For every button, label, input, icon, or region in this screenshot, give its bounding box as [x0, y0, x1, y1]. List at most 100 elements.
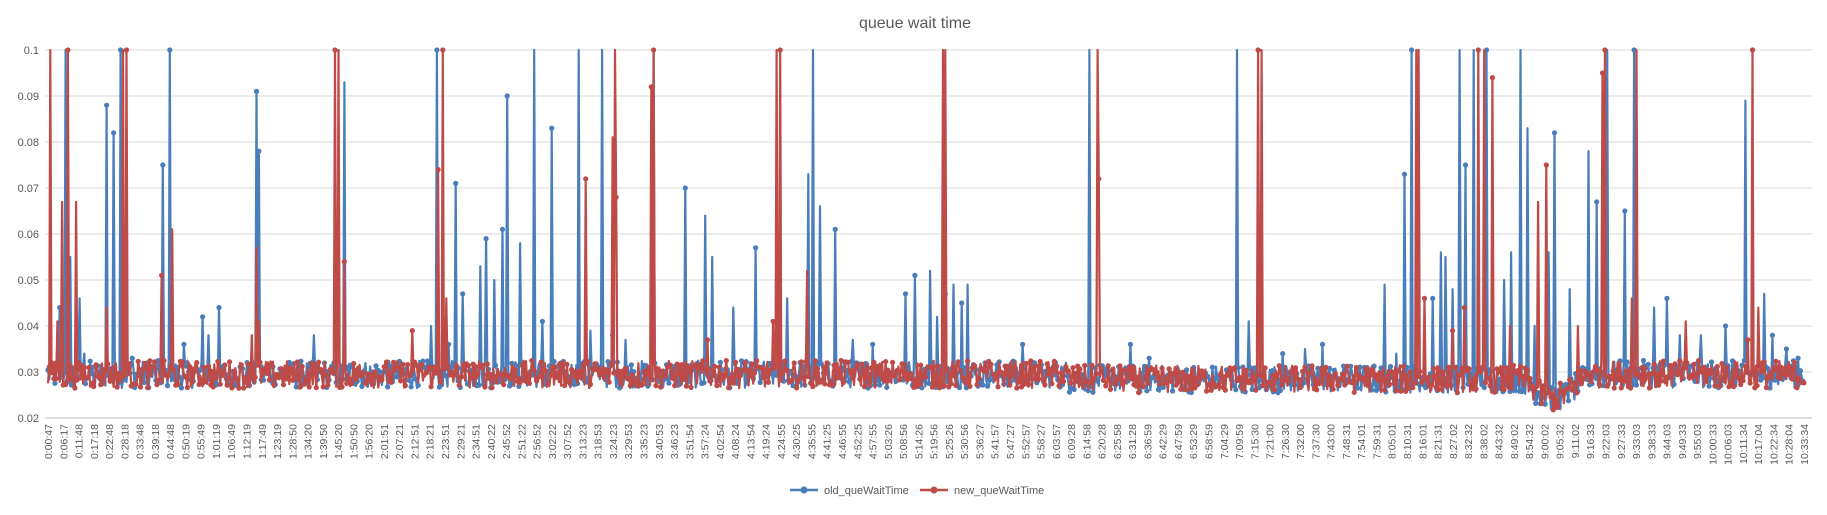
chart-title: queue wait time: [859, 15, 971, 32]
data-point: [1628, 385, 1634, 391]
data-point: [1785, 364, 1791, 370]
x-tick-label: 9:05:32: [1555, 424, 1567, 459]
data-point: [538, 359, 544, 365]
data-point: [304, 377, 310, 383]
data-point: [976, 375, 982, 382]
data-point: [1271, 387, 1278, 393]
data-point: [1630, 365, 1636, 371]
data-point: [1555, 404, 1561, 410]
data-point: [1016, 378, 1022, 385]
data-point: [1344, 363, 1350, 369]
data-point: [955, 359, 961, 365]
data-point: [391, 359, 397, 365]
data-point: [1007, 382, 1013, 388]
data-point: [791, 360, 797, 366]
data-point: [1410, 385, 1416, 391]
data-point: [241, 385, 247, 391]
data-point: [704, 337, 711, 343]
data-point: [1253, 387, 1259, 393]
data-point: [959, 300, 965, 306]
data-point: [181, 341, 187, 347]
x-tick-label: 1:17:49: [257, 424, 269, 459]
data-point: [98, 382, 104, 388]
data-point: [1747, 380, 1753, 386]
data-point: [965, 358, 971, 364]
legend: old_queWaitTime new_queWaitTime: [790, 485, 1044, 497]
x-tick-label: 3:18:53: [593, 424, 605, 459]
data-point: [1447, 382, 1453, 388]
data-point: [164, 383, 171, 389]
data-point: [1417, 369, 1423, 375]
data-point: [1677, 358, 1683, 364]
data-point: [1419, 379, 1425, 386]
data-point: [381, 364, 387, 370]
data-point: [529, 358, 535, 364]
data-point: [1028, 358, 1034, 364]
data-point: [507, 383, 513, 389]
data-point: [1201, 374, 1207, 380]
x-tick-label: 3:40:53: [654, 424, 666, 459]
data-point: [919, 385, 925, 391]
x-tick-label: 9:00:02: [1539, 424, 1551, 459]
data-point: [1133, 383, 1139, 389]
data-point: [892, 373, 898, 379]
x-tick-label: 2:29:21: [455, 424, 467, 459]
data-point: [394, 374, 400, 380]
legend-swatch-marker: [800, 486, 808, 494]
data-point: [1071, 386, 1077, 393]
data-point: [803, 359, 809, 365]
data-point: [1159, 365, 1165, 371]
data-point: [1280, 351, 1286, 357]
x-tick-label: 2:01:51: [379, 424, 391, 459]
data-point: [198, 377, 205, 383]
x-tick-label: 8:38:02: [1478, 424, 1490, 459]
data-point: [1114, 376, 1121, 382]
data-point: [884, 384, 890, 390]
data-point: [1681, 365, 1688, 371]
data-point: [1565, 398, 1572, 404]
data-point: [571, 373, 577, 379]
data-point: [344, 380, 350, 387]
data-point: [341, 259, 347, 265]
data-point: [1129, 376, 1135, 382]
data-point: [1086, 380, 1092, 386]
y-tick-label: 0.09: [18, 91, 39, 103]
data-point: [1609, 375, 1615, 381]
data-point: [697, 361, 704, 368]
data-point: [1157, 381, 1163, 387]
data-point: [1065, 368, 1071, 374]
data-point: [182, 373, 188, 379]
data-point: [1717, 383, 1723, 389]
x-tick-label: 7:37:30: [1310, 424, 1322, 459]
data-point: [1267, 380, 1273, 386]
x-tick-label: 2:45:52: [501, 424, 513, 459]
data-point: [601, 375, 608, 381]
data-point: [257, 359, 263, 365]
data-point: [1175, 379, 1181, 385]
data-point: [1233, 387, 1239, 393]
data-point: [864, 375, 870, 381]
data-point: [95, 373, 101, 380]
data-point: [701, 380, 707, 386]
data-point: [111, 130, 117, 136]
data-point: [1098, 365, 1104, 371]
data-point: [1204, 388, 1210, 394]
x-tick-label: 10:06:03: [1723, 424, 1735, 465]
data-point: [782, 358, 788, 364]
data-point: [1457, 371, 1463, 378]
y-tick-label: 0.04: [18, 321, 39, 333]
data-point: [1770, 365, 1777, 371]
data-point: [1093, 371, 1099, 377]
data-point: [551, 358, 557, 365]
series-lines: [45, 47, 1807, 413]
x-tick-label: 2:12:51: [409, 424, 421, 459]
data-point: [754, 358, 760, 364]
legend-item: new_queWaitTime: [920, 485, 1044, 497]
data-point: [1170, 388, 1176, 394]
x-tick-label: 4:08:24: [730, 424, 742, 459]
data-point: [102, 367, 108, 373]
data-point: [416, 367, 422, 373]
x-tick-label: 3:51:54: [684, 424, 696, 459]
data-point: [590, 366, 596, 372]
